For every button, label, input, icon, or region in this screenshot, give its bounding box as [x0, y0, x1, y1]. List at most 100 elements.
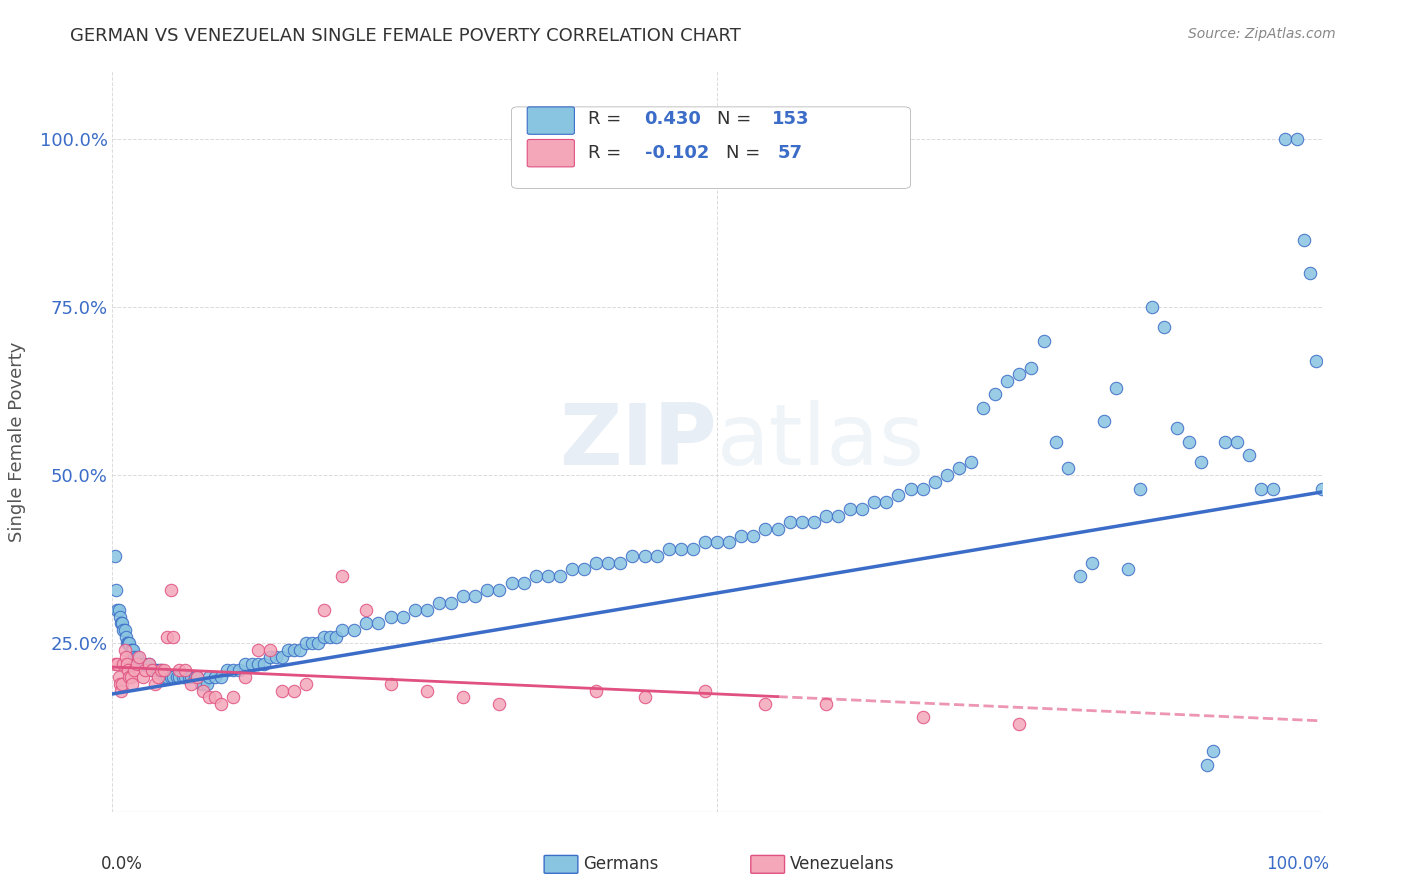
Point — [621, 549, 644, 563]
Point — [108, 677, 131, 691]
Point — [259, 649, 281, 664]
Point — [105, 603, 128, 617]
Point — [277, 643, 299, 657]
Point — [464, 590, 486, 604]
Point — [132, 657, 155, 671]
Point — [288, 643, 311, 657]
FancyBboxPatch shape — [512, 107, 911, 188]
Point — [153, 664, 176, 678]
Text: GERMAN VS VENEZUELAN SINGLE FEMALE POVERTY CORRELATION CHART: GERMAN VS VENEZUELAN SINGLE FEMALE POVER… — [70, 27, 741, 45]
Point — [1116, 562, 1139, 576]
Point — [814, 508, 837, 523]
Point — [105, 582, 128, 597]
Point — [598, 556, 620, 570]
Point — [1286, 131, 1309, 145]
Point — [1226, 434, 1249, 449]
Point — [561, 562, 583, 576]
Text: ZIP: ZIP — [560, 400, 717, 483]
Text: Germans: Germans — [583, 855, 659, 873]
Point — [1292, 233, 1315, 247]
Point — [112, 657, 135, 671]
Point — [156, 670, 179, 684]
Point — [180, 677, 202, 691]
Text: 57: 57 — [778, 144, 803, 161]
Point — [114, 649, 136, 664]
Point — [416, 603, 439, 617]
Point — [186, 670, 208, 684]
Point — [330, 569, 353, 583]
Point — [174, 670, 197, 684]
Point — [1092, 414, 1115, 428]
Point — [440, 596, 463, 610]
Point — [110, 683, 132, 698]
Point — [143, 664, 166, 678]
Point — [162, 630, 184, 644]
Point — [141, 664, 163, 678]
Point — [1177, 434, 1199, 449]
Point — [132, 670, 155, 684]
Text: R =: R = — [588, 111, 627, 128]
Point — [134, 657, 156, 671]
Point — [900, 482, 922, 496]
Y-axis label: Single Female Poverty: Single Female Poverty — [7, 342, 25, 541]
Point — [1166, 421, 1188, 435]
Point — [195, 677, 218, 691]
Point — [235, 670, 257, 684]
Point — [159, 582, 181, 597]
Point — [380, 609, 402, 624]
Point — [325, 630, 347, 644]
Point — [1105, 381, 1128, 395]
Point — [125, 657, 148, 671]
Point — [451, 690, 474, 705]
Point — [356, 603, 378, 617]
Point — [1189, 455, 1212, 469]
Point — [191, 683, 214, 698]
Point — [270, 649, 292, 664]
Point — [427, 596, 450, 610]
Point — [984, 387, 1007, 401]
Point — [380, 677, 402, 691]
Point — [948, 461, 970, 475]
Point — [114, 623, 136, 637]
Text: atlas: atlas — [717, 400, 925, 483]
Point — [1129, 482, 1152, 496]
Point — [693, 683, 716, 698]
Point — [633, 549, 655, 563]
Text: 0.430: 0.430 — [644, 111, 702, 128]
Point — [177, 670, 200, 684]
Point — [488, 582, 510, 597]
Text: 153: 153 — [772, 111, 808, 128]
Point — [343, 623, 366, 637]
Point — [174, 664, 197, 678]
Point — [134, 664, 156, 678]
Point — [742, 529, 765, 543]
Point — [148, 664, 170, 678]
Point — [107, 670, 129, 684]
Point — [114, 643, 136, 657]
Point — [356, 616, 378, 631]
Text: N =: N = — [717, 111, 756, 128]
Point — [416, 683, 439, 698]
Point — [111, 616, 134, 631]
Point — [295, 636, 318, 650]
Point — [312, 603, 335, 617]
Point — [153, 670, 176, 684]
Point — [110, 616, 132, 631]
Point — [121, 677, 143, 691]
Point — [264, 649, 287, 664]
Text: -0.102: -0.102 — [644, 144, 709, 161]
Point — [548, 569, 571, 583]
Point — [911, 710, 934, 724]
Point — [658, 542, 681, 557]
Point — [104, 549, 127, 563]
Point — [585, 556, 607, 570]
Point — [111, 677, 134, 691]
Point — [477, 582, 499, 597]
Point — [246, 657, 269, 671]
Point — [283, 643, 305, 657]
Point — [851, 501, 873, 516]
Point — [128, 649, 150, 664]
Point — [149, 664, 172, 678]
Point — [149, 664, 172, 678]
Point — [585, 683, 607, 698]
